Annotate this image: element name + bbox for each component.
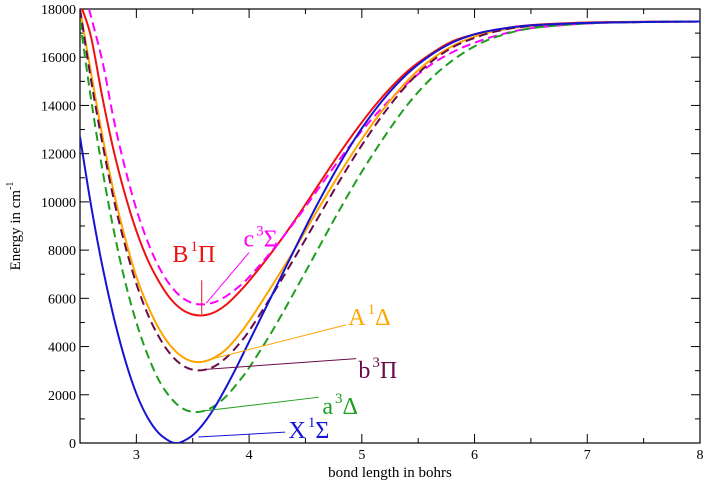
annotation-multiplicity: 1	[190, 239, 198, 255]
annotation-leader-b3Pi	[203, 358, 357, 370]
curve-X1Sigma	[80, 20, 700, 443]
annotation-label-B1Pi: B 1Π	[172, 239, 215, 268]
y-tick-label: 2000	[48, 389, 76, 404]
annotation-label-b3Pi: b 3Π	[358, 355, 397, 384]
y-axis-title-group: Energy in cm-1	[5, 182, 24, 271]
x-tick-label: 8	[697, 448, 704, 463]
annotation-label-A1Delta: A 1Δ	[348, 302, 390, 331]
axis-ticks: 3 4 5 6 7 8 0 2000 4000 6000 8000 10000 12000 14000 16…	[41, 3, 704, 463]
annotation-leader-c3Sigma	[205, 252, 250, 304]
annotation-label-c3Sigma: c 3Σ	[243, 223, 277, 252]
annotation-letter: a	[322, 394, 333, 420]
annotation-symbol: Σ	[264, 226, 278, 252]
annotation-multiplicity: 3	[335, 391, 343, 407]
annotation-leader-a3Delta	[203, 396, 320, 412]
state-annotations: B 1Πc 3ΣA 1Δb 3Πa 3ΔX 1Σ	[172, 223, 397, 444]
curve-a3Delta	[80, 20, 700, 414]
annotation-label-a3Delta: a 3Δ	[322, 391, 358, 420]
annotation-letter: X	[289, 418, 306, 444]
annotation-leader-X1Sigma	[198, 431, 286, 438]
y-tick-label: 18000	[41, 3, 76, 18]
annotation-symbol: Σ	[315, 418, 329, 444]
y-tick-label: 8000	[48, 244, 76, 259]
y-tick-label: 6000	[48, 292, 76, 307]
annotation-symbol: Δ	[343, 394, 358, 420]
annotation-multiplicity: 1	[308, 415, 316, 431]
annotation-letter: A	[348, 305, 366, 331]
annotation-symbol: Π	[198, 242, 215, 268]
curve-c3Sigma	[88, 9, 700, 306]
curve-b3Pi	[80, 9, 700, 372]
x-tick-label: 5	[358, 448, 365, 463]
annotation-symbol: Π	[380, 358, 397, 384]
y-tick-label: 16000	[41, 51, 76, 66]
y-tick-label: 14000	[41, 99, 76, 114]
annotation-multiplicity: 1	[368, 302, 376, 318]
annotation-label-X1Sigma: X 1Σ	[289, 415, 330, 444]
x-axis-title: bond length in bohrs	[328, 465, 452, 481]
annotation-letter: c	[243, 226, 254, 252]
curves	[80, 9, 700, 443]
curve-A1Delta	[80, 9, 700, 364]
x-tick-label: 3	[133, 448, 140, 463]
y-tick-label: 4000	[48, 341, 76, 356]
annotation-symbol: Δ	[375, 305, 390, 331]
annotation-letter: B	[172, 242, 188, 268]
y-axis-title: Energy in cm	[8, 190, 24, 271]
x-tick-label: 4	[246, 448, 253, 463]
y-axis-title-sup: -1	[5, 182, 16, 190]
annotation-multiplicity: 3	[256, 223, 264, 239]
x-tick-label: 7	[584, 448, 591, 463]
y-tick-label: 10000	[41, 196, 76, 211]
x-tick-label: 6	[471, 448, 478, 463]
y-tick-label: 0	[69, 437, 76, 452]
curve-B1Pi	[81, 9, 700, 317]
y-tick-label: 12000	[41, 148, 76, 163]
annotation-multiplicity: 3	[372, 355, 380, 371]
annotation-leader-A1Delta	[203, 324, 347, 362]
annotation-letter: b	[358, 358, 370, 384]
svg-text:Energy in cm-1: Energy in cm-1	[5, 182, 24, 271]
